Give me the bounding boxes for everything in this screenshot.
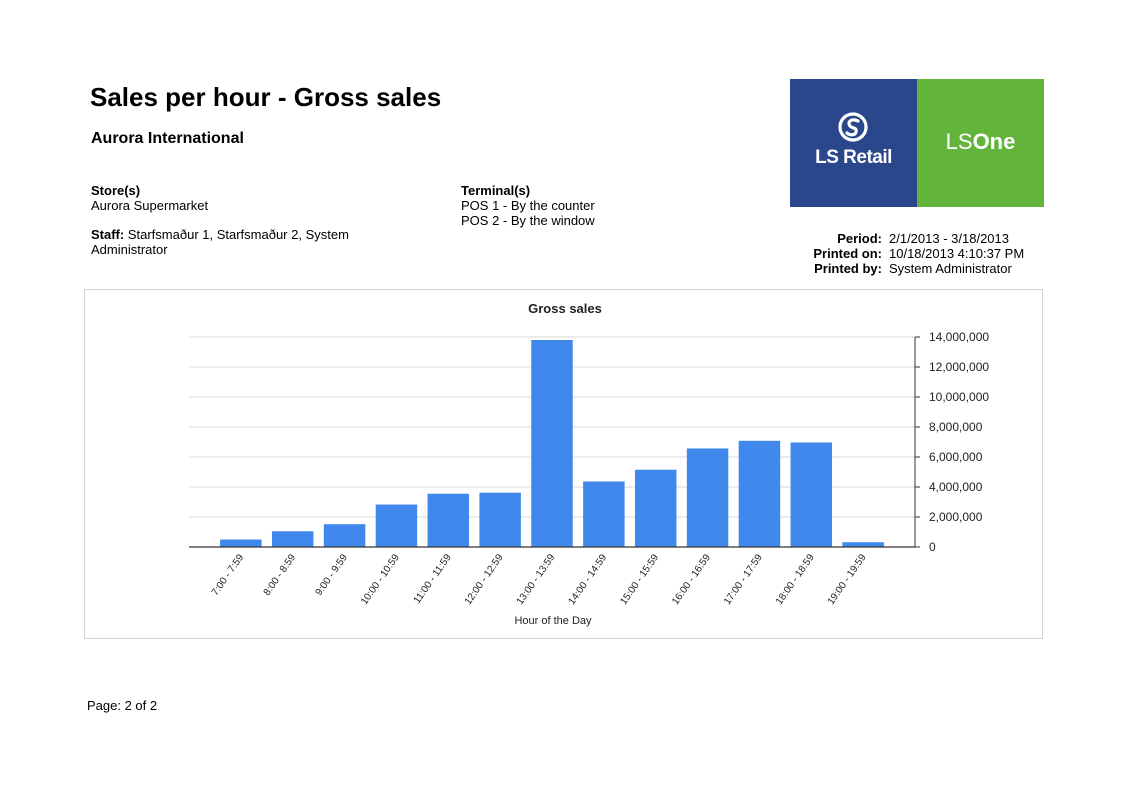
y-tick-label: 10,000,000 <box>929 390 989 404</box>
ls-one-text: LSOne <box>917 129 1044 155</box>
ls-swirl-icon <box>838 112 868 142</box>
bar <box>635 470 676 547</box>
bar <box>739 441 780 547</box>
staff-label: Staff: <box>91 227 124 242</box>
bar <box>428 494 469 547</box>
ls-retail-text: LS Retail <box>790 147 917 169</box>
company-name: Aurora International <box>91 130 244 148</box>
printed-on-label: Printed on: <box>740 246 889 261</box>
x-tick-label: 17:00 - 17:59 <box>722 552 765 607</box>
y-tick-label: 6,000,000 <box>929 450 983 464</box>
period-value: 2/1/2013 - 3/18/2013 <box>889 231 1009 246</box>
x-tick-label: 9:00 - 9:59 <box>314 552 351 598</box>
ls-one-logo: LSOne <box>917 79 1044 207</box>
bar <box>220 540 261 548</box>
bar <box>272 531 313 547</box>
x-tick-label: 13:00 - 13:59 <box>515 552 558 607</box>
bar <box>687 448 728 547</box>
bar <box>842 542 883 547</box>
terminal-item: POS 2 - By the window <box>461 213 761 228</box>
x-tick-label: 14:00 - 14:59 <box>566 552 609 607</box>
chart-frame: Gross sales 0 2,000,000 4,000,000 6,000,000… <box>84 289 1043 639</box>
report-meta: Period: 2/1/2013 - 3/18/2013 Printed on: 1… <box>740 231 1040 276</box>
x-tick-label: 10:00 - 10:59 <box>359 552 402 607</box>
axes: 0 2,000,000 4,000,000 6,000,000 8,000,000 10,… <box>189 330 989 607</box>
y-tick-label: 14,000,000 <box>929 330 989 344</box>
bars <box>220 340 884 547</box>
y-tick-label: 12,000,000 <box>929 360 989 374</box>
x-tick-label: 12:00 - 12:59 <box>463 552 506 607</box>
report-title: Sales per hour - Gross sales <box>90 82 441 113</box>
y-tick-label: 0 <box>929 540 936 554</box>
x-tick-label: 18:00 - 18:59 <box>774 552 817 607</box>
chart-title: Gross sales <box>528 301 602 316</box>
x-tick-label: 7:00 - 7:59 <box>210 552 247 598</box>
x-tick-label: 15:00 - 15:59 <box>618 552 661 607</box>
y-tick-label: 4,000,000 <box>929 480 983 494</box>
x-tick-label: 16:00 - 16:59 <box>670 552 713 607</box>
x-axis-title: Hour of the Day <box>514 615 592 627</box>
terminals-block: Terminal(s) POS 1 - By the counter POS 2… <box>461 183 761 228</box>
bar <box>324 524 365 547</box>
gross-sales-chart: Gross sales 0 2,000,000 4,000,000 6,000,000… <box>85 290 1044 640</box>
x-tick-label: 8:00 - 8:59 <box>262 552 299 598</box>
y-tick-label: 2,000,000 <box>929 510 983 524</box>
period-label: Period: <box>740 231 889 246</box>
y-tick-label: 8,000,000 <box>929 420 983 434</box>
bar <box>479 493 520 547</box>
stores-block: Store(s) Aurora Supermarket <box>91 183 411 213</box>
page-number: Page: 2 of 2 <box>87 698 157 713</box>
staff-value-continued: Administrator <box>91 242 391 257</box>
stores-value: Aurora Supermarket <box>91 198 411 213</box>
printed-on-value: 10/18/2013 4:10:37 PM <box>889 246 1024 261</box>
ls-retail-logo: LS Retail <box>790 79 917 207</box>
bar <box>791 442 832 547</box>
stores-label: Store(s) <box>91 183 411 198</box>
bar <box>531 340 572 547</box>
x-tick-label: 19:00 - 19:59 <box>826 552 869 607</box>
terminals-label: Terminal(s) <box>461 183 761 198</box>
company-logo: LS Retail LSOne <box>790 79 1044 207</box>
x-tick-label: 11:00 - 11:59 <box>412 552 454 606</box>
terminal-item: POS 1 - By the counter <box>461 198 761 213</box>
printed-by-value: System Administrator <box>889 261 1012 276</box>
bar <box>376 505 417 547</box>
staff-value: Starfsmaður 1, Starfsmaður 2, System <box>128 227 349 242</box>
staff-block: Staff: Starfsmaður 1, Starfsmaður 2, Sys… <box>91 227 391 257</box>
bar <box>583 481 624 547</box>
printed-by-label: Printed by: <box>740 261 889 276</box>
